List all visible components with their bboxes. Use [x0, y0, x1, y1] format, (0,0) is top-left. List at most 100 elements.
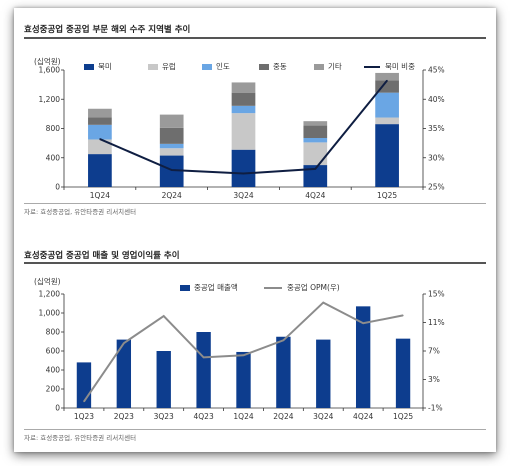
chart2-ytick-label: 600 — [46, 347, 61, 356]
chart1-bar-3 — [88, 117, 112, 125]
chart1-line-point — [314, 168, 316, 170]
chart2-plot: (십억원) 중공업 매출액 중공업 OPM(우) 0 200 400 600 800 1,000… — [34, 277, 445, 421]
chart1-ytick-label: 0 — [55, 183, 60, 192]
chart1-plot: (십억원) 북미 유럽 인도 중동 기타 북미 비중 0 400 800 1,200 1,600 25%… — [34, 57, 445, 200]
chart1-y2tick-label: 25% — [428, 183, 445, 192]
chart2-bar-0 — [236, 351, 251, 408]
chart1-xtick-label: 3Q24 — [233, 191, 253, 200]
chart1-line-point — [242, 172, 245, 175]
chart2-line-point — [242, 354, 245, 356]
chart1-bar-0 — [375, 124, 399, 187]
chart1-bar-4 — [88, 108, 112, 118]
chart1-y2tick-label: 30% — [428, 153, 445, 162]
chart1-bar-2 — [303, 138, 328, 143]
chart2-line-point — [402, 314, 404, 316]
chart2-source: 자료: 효성중공업, 유안타증권 리서치센터 — [24, 434, 137, 442]
chart2-line-point — [83, 400, 85, 403]
chart2-bar-0 — [196, 332, 211, 408]
chart1-line-point — [99, 138, 101, 140]
chart1-title: 효성중공업 중공업 부문 해외 수주 지역별 추이 — [24, 25, 191, 35]
chart1-xtick-label: 4Q24 — [305, 191, 325, 200]
chart2-y2tick-label: 11% — [428, 318, 445, 327]
chart1-bar-4 — [159, 114, 184, 128]
chart1-bar-2 — [88, 124, 112, 140]
chart1-ytick-label: 800 — [46, 124, 61, 133]
chart2-xtick-label: 4Q24 — [353, 412, 373, 421]
chart1-ytick-label: 1,600 — [39, 66, 61, 75]
chart1-bar-2 — [375, 92, 399, 118]
chart1-bar-1 — [303, 142, 328, 166]
chart2-xtick-label: 1Q23 — [74, 412, 94, 421]
chart2-bar-0 — [395, 338, 411, 408]
chart1-legend-swatch — [259, 64, 269, 70]
chart1-bar-0 — [88, 154, 112, 187]
chart2-legend-swatch — [180, 285, 190, 291]
chart1-line-point — [386, 79, 388, 82]
chart1-bar-4 — [303, 121, 328, 126]
chart1-legend-label: 북미 비중 — [385, 62, 415, 71]
chart2-line-point — [203, 356, 205, 359]
chart1-unit-label: (십억원) — [34, 57, 61, 66]
chart2-ytick-label: 200 — [46, 385, 61, 394]
chart1-xtick-label: 1Q25 — [377, 191, 397, 200]
chart2-line-point — [362, 322, 364, 324]
chart1-legend-label: 유럽 — [162, 62, 176, 71]
chart1-legend-label: 북미 — [98, 62, 112, 71]
chart2-y2tick-label: 3% — [428, 375, 440, 384]
chart1-y2tick-label: 35% — [428, 124, 445, 133]
chart2-y2tick-label: -1% — [428, 404, 443, 413]
chart1-bar-2 — [231, 105, 256, 114]
chart1-ytick-label: 1,200 — [39, 95, 61, 104]
chart2-ytick-label: 800 — [46, 328, 61, 337]
chart1-bar-3 — [159, 127, 184, 144]
chart1-bar-0 — [303, 165, 328, 187]
chart2-xtick-label: 1Q25 — [393, 412, 413, 421]
chart1-bar-1 — [375, 117, 399, 125]
chart1-ytick-label: 400 — [46, 153, 61, 162]
chart1-legend-swatch — [148, 64, 158, 70]
chart2-line-point — [123, 342, 125, 344]
chart1-bar-1 — [88, 139, 112, 155]
chart2-legend-label: 중공업 매출액 — [194, 282, 238, 292]
chart2-ytick-label: 1,000 — [39, 309, 61, 318]
chart1-bar-0 — [231, 149, 256, 187]
chart2-xtick-label: 2Q23 — [114, 412, 134, 421]
chart1-bar-2 — [159, 143, 184, 149]
chart2-y2tick-label: 7% — [428, 347, 440, 356]
chart2-bottom-rule — [24, 429, 486, 430]
chart2-bar-0 — [355, 306, 371, 408]
chart1-bar-4 — [231, 82, 256, 93]
chart2-top-rule — [24, 262, 486, 264]
chart2-bar-0 — [316, 339, 331, 408]
chart1-legend-swatch — [84, 64, 94, 70]
chart1-legend-label: 인도 — [216, 61, 230, 71]
chart2-bar-0 — [156, 351, 171, 408]
report-frame: 효성중공업 중공업 부문 해외 수주 지역별 추이 (십억원) 북미 유럽 인도 중동 기… — [14, 8, 496, 452]
chart2-line-point — [322, 301, 324, 304]
chart2-xtick-label: 1Q24 — [233, 412, 253, 421]
chart2-line-point — [282, 339, 284, 341]
chart2-ytick-label: 1,200 — [39, 290, 61, 299]
chart1-bottom-rule — [24, 203, 486, 204]
chart1-bar-1 — [231, 113, 256, 150]
chart1-xtick-label: 1Q24 — [90, 191, 110, 200]
chart1-legend-label: 기타 — [328, 62, 342, 71]
chart1-xtick-label: 2Q24 — [162, 191, 182, 200]
chart1-source: 자료: 효성중공업, 유안타증권 리서치센터 — [24, 208, 137, 216]
chart2-xtick-label: 4Q23 — [194, 412, 214, 421]
chart2-ytick-label: 0 — [55, 404, 60, 413]
chart1-bar-1 — [159, 148, 184, 156]
chart1-bar-3 — [375, 80, 399, 93]
chart2-title: 효성중공업 중공업 매출 및 영업이익률 추이 — [24, 251, 180, 261]
chart1-legend-swatch — [314, 64, 324, 70]
chart2-y2tick-label: 15% — [428, 290, 445, 299]
chart2-xtick-label: 2Q24 — [273, 412, 293, 421]
chart1-bar-0 — [159, 155, 184, 187]
chart1-legend-label: 중동 — [273, 62, 287, 71]
chart2-bar-0 — [276, 336, 291, 408]
chart2-xtick-label: 3Q24 — [313, 412, 333, 421]
chart1-line-point — [171, 169, 173, 171]
chart1-y2tick-label: 40% — [428, 95, 445, 104]
chart1-top-rule — [24, 37, 486, 39]
chart2-ytick-label: 400 — [46, 366, 61, 375]
